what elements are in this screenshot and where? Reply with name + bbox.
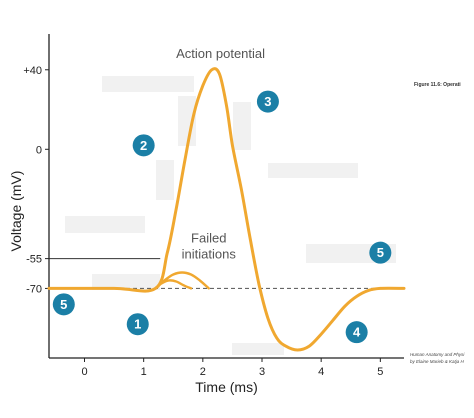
step-marker-number: 5 <box>377 245 384 260</box>
step-marker-number: 4 <box>353 325 361 340</box>
label-placeholder-box <box>92 274 160 290</box>
y-axis-title: Voltage (mV) <box>8 171 24 252</box>
label-placeholder-box <box>268 163 358 178</box>
failed-initiation-curve <box>154 279 193 290</box>
step-marker-badge <box>132 134 155 157</box>
step-marker-badge <box>345 321 368 344</box>
x-tick-label: 4 <box>318 366 324 378</box>
credit-line: Human Anatomy and Physi <box>410 352 465 357</box>
y-tick-label: +40 <box>23 65 42 77</box>
x-tick-label: 3 <box>259 366 265 378</box>
annotation-label: initiations <box>182 247 237 262</box>
y-tick-label: -70 <box>26 283 42 295</box>
step-marker-number: 5 <box>60 297 67 312</box>
step-marker-badge <box>126 313 149 336</box>
step-marker-number: 2 <box>140 138 147 153</box>
label-boxes <box>65 76 396 355</box>
step-marker-badge <box>52 293 75 316</box>
tick-labels: 0 1 2 3 4 5 +40 0 -55 -70 <box>23 65 383 378</box>
label-placeholder-box <box>233 102 251 150</box>
step-marker-number: 3 <box>264 94 271 109</box>
annotation-label: Action potential <box>176 46 265 61</box>
step-marker-number: 1 <box>134 317 141 332</box>
x-tick-label: 5 <box>377 366 383 378</box>
action-potential-curve <box>47 67 406 352</box>
step-markers: 1 2 3 4 5 5 <box>52 90 392 344</box>
label-placeholder-box <box>156 160 174 200</box>
label-placeholder-box <box>65 216 145 233</box>
series-group <box>47 67 406 352</box>
y-tick-label: -55 <box>26 254 42 266</box>
y-tick-label: 0 <box>36 144 42 156</box>
x-tick-label: 1 <box>141 366 147 378</box>
annotation-label: Failed <box>191 231 226 246</box>
label-placeholder-box <box>232 343 284 355</box>
x-axis-title: Time (ms) <box>195 379 257 395</box>
x-tick-label: 0 <box>81 366 87 378</box>
x-tick-label: 2 <box>200 366 206 378</box>
label-placeholder-box <box>178 96 196 146</box>
label-placeholder-box <box>102 76 194 92</box>
credit-line: by Elaine Marieb & Katja H <box>410 359 465 364</box>
step-marker-badge <box>369 241 392 264</box>
step-marker-badge <box>256 90 279 113</box>
axes <box>48 34 404 359</box>
figure-label: Figure 11.6: Operati <box>414 82 461 88</box>
